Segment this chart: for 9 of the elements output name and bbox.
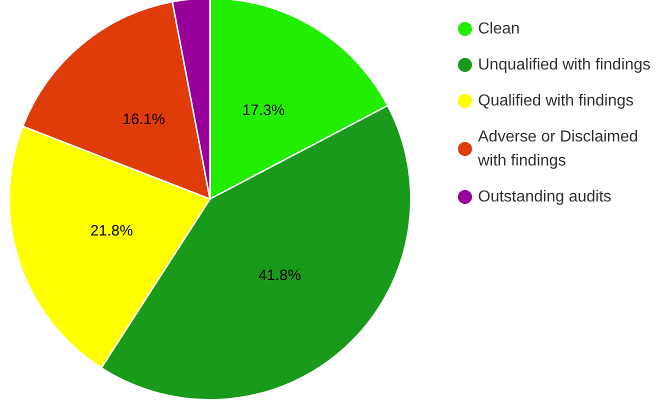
- legend-label: Adverse or Disclaimed with findings: [477, 128, 642, 170]
- legend-label: Unqualified with findings: [478, 56, 651, 74]
- data-label: 16.1%: [122, 111, 166, 128]
- data-label: 21.8%: [90, 222, 133, 240]
- legend-label: Qualified with findings: [478, 92, 634, 110]
- data-label: 17.3%: [242, 102, 285, 120]
- legend-label: Clean: [478, 20, 520, 38]
- legend-label: Outstanding audits: [478, 188, 612, 206]
- data-label: 41.8%: [258, 266, 302, 284]
